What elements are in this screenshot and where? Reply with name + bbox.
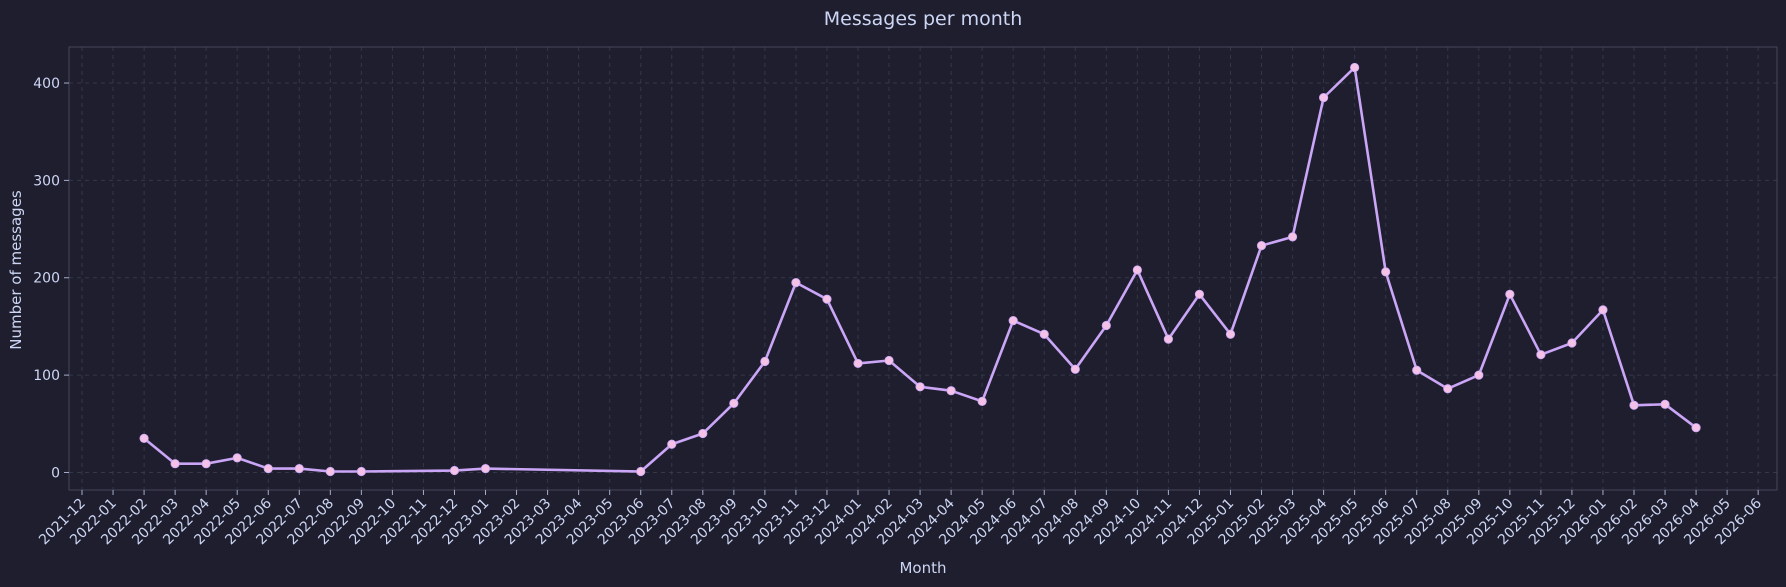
data-point	[325, 466, 335, 477]
data-point	[263, 463, 273, 474]
y-axis: 0 100 200 300 400	[33, 76, 69, 481]
data-point	[853, 358, 863, 369]
data-point	[667, 439, 677, 449]
data-point	[449, 465, 460, 476]
y-tick-label: 100	[33, 368, 60, 384]
data-point	[1412, 365, 1422, 375]
data-point	[1536, 350, 1546, 360]
series-layer	[139, 62, 1701, 477]
y-tick-label: 0	[51, 465, 60, 481]
data-point	[1008, 315, 1018, 326]
data-point	[1039, 329, 1049, 339]
data-point	[1163, 334, 1174, 344]
data-point	[977, 396, 987, 406]
y-tick-label: 400	[33, 76, 60, 92]
data-point	[1132, 265, 1142, 275]
data-point	[139, 433, 149, 443]
y-axis-label: Number of messages	[7, 190, 25, 350]
data-point	[1194, 289, 1205, 299]
data-point	[1660, 399, 1670, 409]
data-point	[356, 466, 366, 477]
data-point	[1350, 62, 1360, 73]
data-point	[915, 382, 925, 392]
data-point	[760, 356, 770, 367]
data-point	[1691, 423, 1701, 433]
data-point	[822, 294, 832, 304]
data-point	[1474, 370, 1484, 380]
data-point	[1225, 329, 1236, 339]
grid-lines	[69, 47, 1777, 490]
data-point	[884, 355, 894, 366]
data-point	[1505, 289, 1515, 299]
data-point	[1070, 364, 1080, 374]
data-point	[1381, 267, 1391, 277]
plot-frame	[68, 46, 1778, 491]
x-axis: 2021-122022-012022-022022-032022-042022-…	[36, 490, 1765, 548]
data-point	[946, 386, 956, 396]
data-point	[636, 466, 646, 477]
data-point	[1629, 400, 1639, 410]
data-point	[201, 459, 211, 469]
data-point	[170, 459, 180, 469]
data-point	[1443, 384, 1453, 394]
data-point	[1598, 305, 1608, 315]
y-tick-label: 200	[33, 271, 60, 287]
data-point	[729, 398, 739, 408]
y-tick-label: 300	[33, 173, 60, 189]
data-point	[698, 428, 708, 439]
data-point	[232, 453, 242, 463]
data-point	[480, 463, 491, 474]
chart-title: Messages per month	[824, 8, 1022, 30]
data-point	[294, 463, 304, 474]
data-point	[1319, 93, 1329, 103]
data-point	[1256, 241, 1267, 251]
data-point	[791, 278, 801, 288]
x-axis-label: Month	[899, 559, 946, 577]
data-point	[1567, 338, 1577, 348]
data-point	[1287, 232, 1298, 242]
data-point	[1101, 320, 1111, 331]
